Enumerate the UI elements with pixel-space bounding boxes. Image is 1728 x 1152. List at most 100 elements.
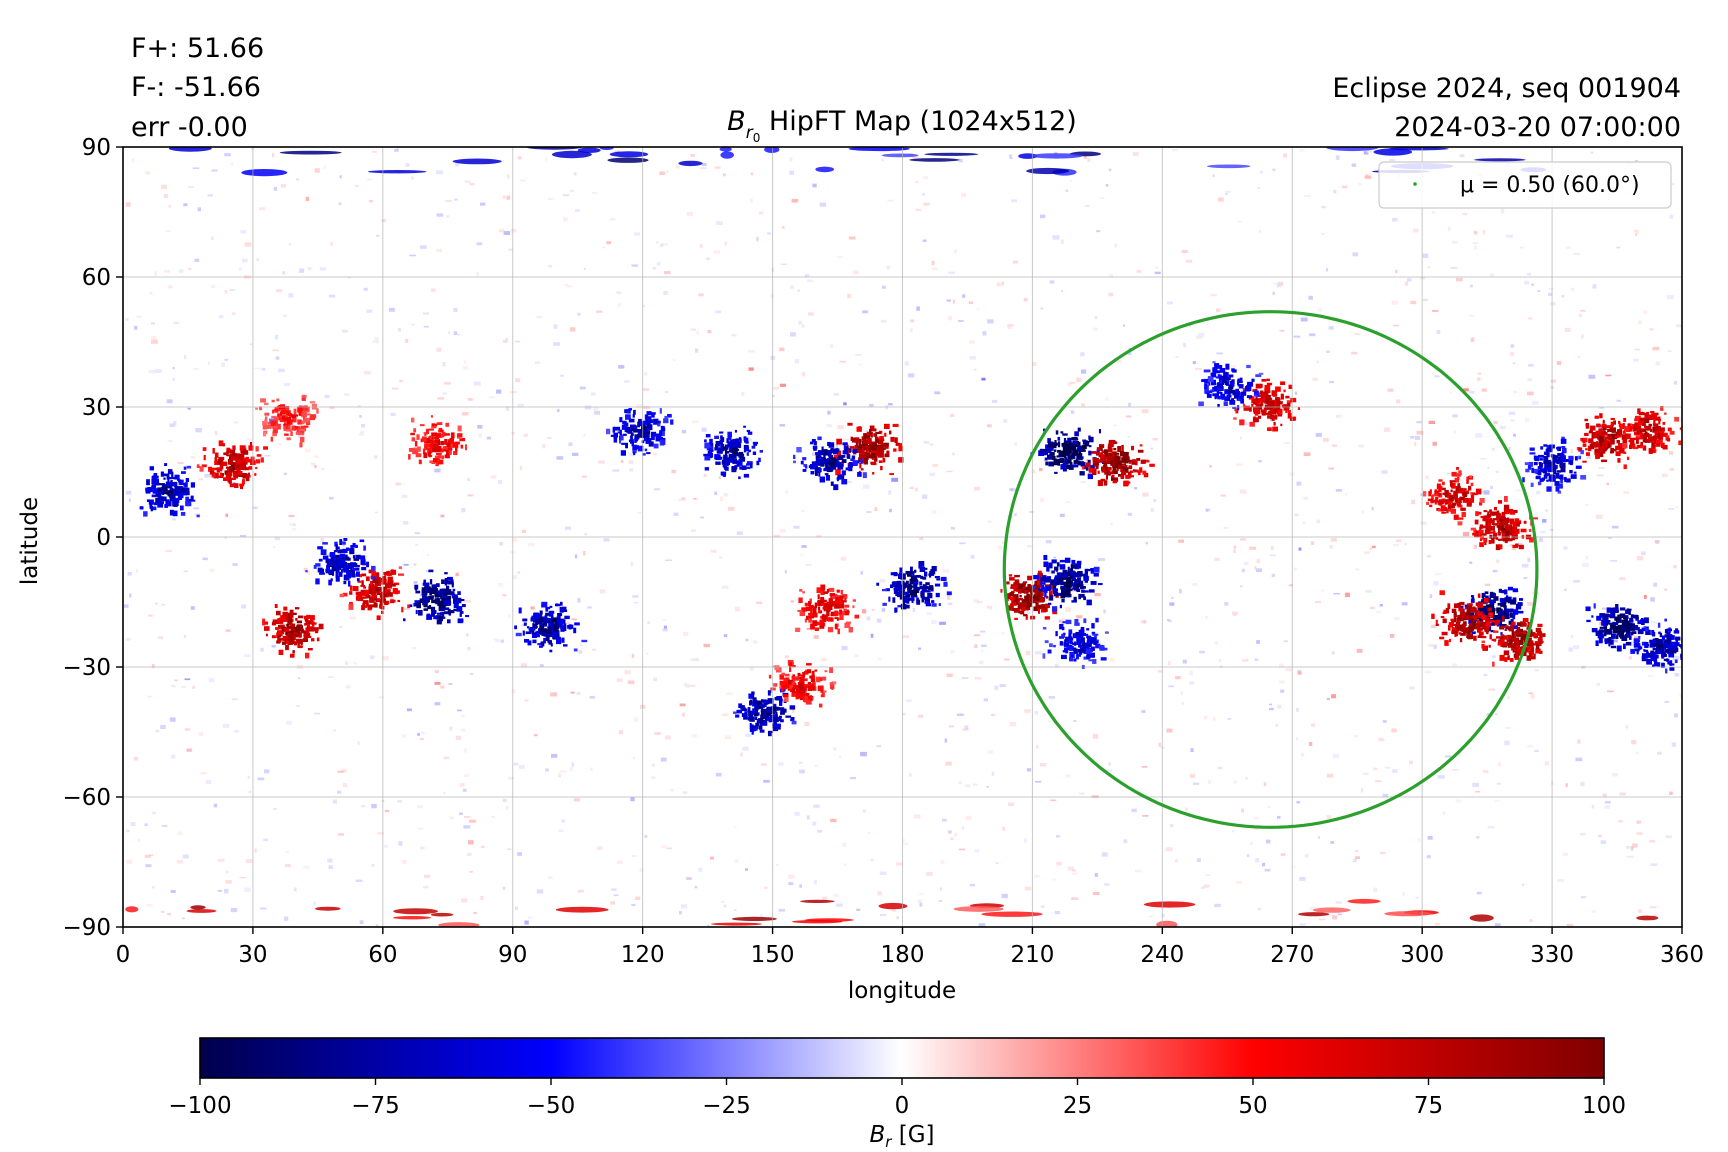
noise-cell bbox=[619, 730, 623, 735]
noise-cell bbox=[1190, 773, 1196, 778]
region-cell bbox=[1504, 657, 1508, 662]
noise-cell bbox=[1283, 153, 1287, 158]
region-cell bbox=[305, 620, 311, 624]
region-cell bbox=[810, 675, 815, 680]
region-cell bbox=[1112, 465, 1117, 472]
noise-cell bbox=[1527, 391, 1534, 396]
region-cell bbox=[526, 626, 530, 629]
region-cell bbox=[352, 586, 359, 592]
noise-cell bbox=[760, 763, 767, 766]
region-cell bbox=[1466, 610, 1471, 616]
region-cell bbox=[826, 470, 832, 473]
noise-cell bbox=[1599, 407, 1604, 409]
noise-cell bbox=[1060, 622, 1064, 625]
region-cell bbox=[903, 604, 910, 609]
noise-cell bbox=[455, 162, 459, 167]
region-cell bbox=[633, 445, 639, 450]
noise-cell bbox=[748, 438, 753, 442]
noise-cell bbox=[500, 639, 505, 643]
noise-cell bbox=[1634, 160, 1639, 163]
region-cell bbox=[431, 585, 437, 588]
noise-cell bbox=[974, 644, 978, 649]
noise-cell bbox=[981, 649, 984, 653]
noise-cell bbox=[1477, 372, 1482, 375]
noise-cell bbox=[517, 403, 525, 407]
noise-cell bbox=[1444, 755, 1452, 758]
region-cell bbox=[717, 448, 723, 454]
region-cell bbox=[1493, 630, 1499, 633]
region-cell bbox=[1040, 604, 1045, 609]
region-cell bbox=[1138, 472, 1141, 476]
noise-cell bbox=[950, 526, 955, 530]
noise-cell bbox=[548, 876, 553, 879]
noise-cell bbox=[442, 362, 446, 367]
noise-cell bbox=[1180, 691, 1183, 695]
region-cell bbox=[350, 545, 357, 548]
noise-cell bbox=[1002, 419, 1008, 423]
noise-cell bbox=[305, 196, 310, 202]
region-cell bbox=[331, 562, 336, 567]
noise-cell bbox=[798, 320, 802, 325]
noise-cell bbox=[703, 474, 707, 477]
region-cell bbox=[1522, 618, 1529, 623]
region-cell bbox=[832, 458, 837, 464]
region-cell bbox=[625, 427, 630, 432]
region-cell bbox=[196, 514, 200, 518]
noise-cell bbox=[1186, 259, 1193, 263]
active-region bbox=[833, 422, 904, 477]
region-cell bbox=[311, 638, 315, 642]
noise-cell bbox=[652, 266, 657, 270]
noise-cell bbox=[1453, 430, 1456, 434]
region-cell bbox=[366, 561, 369, 568]
region-cell bbox=[817, 685, 824, 692]
region-cell bbox=[820, 597, 825, 600]
noise-cell bbox=[678, 498, 682, 502]
noise-cell bbox=[1008, 154, 1013, 158]
noise-cell bbox=[417, 733, 420, 736]
region-cell bbox=[348, 604, 354, 610]
noise-cell bbox=[914, 487, 918, 492]
noise-cell bbox=[965, 784, 971, 787]
active-region bbox=[1470, 496, 1538, 551]
region-cell bbox=[1077, 427, 1081, 432]
noise-cell bbox=[249, 343, 253, 345]
noise-cell bbox=[1476, 836, 1480, 839]
region-cell bbox=[1458, 624, 1465, 628]
region-cell bbox=[935, 592, 940, 598]
region-cell bbox=[329, 552, 336, 557]
region-cell bbox=[1482, 606, 1486, 610]
noise-cell bbox=[1344, 592, 1350, 598]
region-cell bbox=[328, 570, 333, 575]
noise-cell bbox=[172, 518, 176, 521]
region-cell bbox=[653, 422, 658, 425]
noise-cell bbox=[1508, 447, 1511, 451]
region-cell bbox=[214, 460, 219, 465]
region-cell bbox=[581, 639, 588, 643]
noise-cell bbox=[1566, 246, 1571, 250]
region-cell bbox=[779, 685, 782, 689]
region-cell bbox=[148, 499, 154, 505]
region-cell bbox=[1082, 439, 1087, 442]
noise-cell bbox=[1212, 717, 1216, 721]
region-cell bbox=[1077, 453, 1083, 459]
region-cell bbox=[889, 430, 892, 435]
region-cell bbox=[355, 554, 361, 560]
noise-cell bbox=[1491, 447, 1495, 451]
region-cell bbox=[799, 676, 805, 683]
region-cell bbox=[704, 467, 709, 471]
region-cell bbox=[720, 435, 723, 439]
noise-cell bbox=[1104, 883, 1110, 886]
region-cell bbox=[1470, 618, 1474, 623]
region-cell bbox=[236, 466, 243, 469]
region-cell bbox=[1043, 607, 1047, 610]
region-cell bbox=[1045, 607, 1048, 612]
region-cell bbox=[1067, 446, 1073, 451]
region-cell bbox=[1040, 582, 1046, 585]
region-cell bbox=[1020, 587, 1026, 593]
noise-cell bbox=[654, 488, 660, 491]
region-cell bbox=[373, 595, 378, 599]
region-cell bbox=[1066, 581, 1072, 588]
noise-cell bbox=[958, 781, 962, 784]
region-cell bbox=[282, 616, 288, 622]
noise-cell bbox=[1059, 513, 1065, 517]
